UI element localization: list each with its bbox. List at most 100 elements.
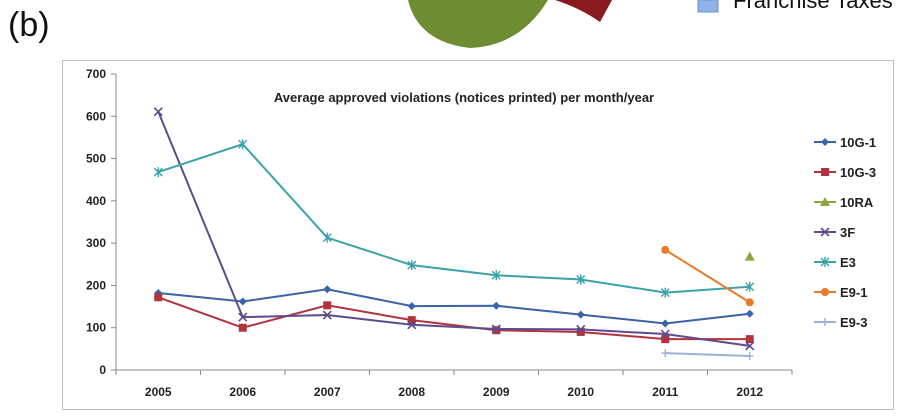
data-point xyxy=(576,327,585,336)
legend-label: E9-3 xyxy=(840,315,867,330)
legend-item-10ra: 10RA xyxy=(814,195,874,210)
y-tick-label: 200 xyxy=(86,278,106,292)
data-point xyxy=(821,138,829,146)
x-tick-label: 2011 xyxy=(652,385,678,399)
data-point xyxy=(661,245,670,254)
y-tick-label: 700 xyxy=(86,67,106,81)
data-point xyxy=(576,274,586,285)
panel-label: (b) xyxy=(8,6,50,44)
data-point xyxy=(154,293,163,302)
series-10ra xyxy=(744,251,755,261)
series-e9-3 xyxy=(661,349,754,361)
legend-item-10g-1: 10G-1 xyxy=(814,135,876,150)
chart-title: Average approved violations (notices pri… xyxy=(274,90,654,105)
legend-item-e9-3: E9-3 xyxy=(814,315,867,330)
x-tick-label: 2006 xyxy=(229,385,256,399)
x-tick-label: 2008 xyxy=(398,385,425,399)
line-chart: 0 100 200 300 400 500 600 700 2005 2006 2007 2008 20… xyxy=(62,60,894,410)
legend-label: 10RA xyxy=(840,195,874,210)
data-point xyxy=(323,285,332,294)
data-point xyxy=(323,301,332,310)
series-e9-1 xyxy=(661,245,754,307)
chart-svg: 0 100 200 300 400 500 600 700 2005 2006 2007 2008 20… xyxy=(62,60,894,410)
legend-item-e3: E3 xyxy=(814,255,856,270)
data-point xyxy=(820,227,830,237)
data-point xyxy=(820,257,830,267)
data-point xyxy=(153,167,163,178)
y-tick-label: 0 xyxy=(99,363,106,377)
series-line xyxy=(157,296,750,341)
x-tick-label: 2012 xyxy=(736,385,763,399)
data-point xyxy=(661,349,670,358)
y-tick-label: 100 xyxy=(86,321,106,335)
series-3f xyxy=(153,107,755,351)
series-line xyxy=(157,111,750,347)
data-point xyxy=(821,318,829,326)
legend-label: E9-1 xyxy=(840,285,867,300)
data-point xyxy=(661,319,670,328)
top-fragment: Franchise Taxes xyxy=(0,0,898,50)
series-line xyxy=(158,288,750,325)
data-point xyxy=(238,312,248,322)
series-e3 xyxy=(153,139,755,298)
data-point xyxy=(820,197,830,206)
data-point xyxy=(407,320,417,330)
series-line xyxy=(157,143,750,294)
data-point xyxy=(576,324,586,334)
legend-label: 10G-1 xyxy=(840,135,876,150)
y-tick-label: 300 xyxy=(86,236,106,250)
data-point xyxy=(407,316,416,325)
data-point xyxy=(322,232,332,243)
cropped-pie-fragment xyxy=(408,0,719,48)
data-point xyxy=(821,168,829,176)
data-point xyxy=(745,352,754,361)
pie-slice-green xyxy=(408,0,548,48)
y-tick-label: 400 xyxy=(86,194,106,208)
data-point xyxy=(660,287,670,298)
legend-label: 3F xyxy=(840,225,855,240)
data-point xyxy=(492,301,501,310)
data-point xyxy=(491,324,501,334)
data-point xyxy=(407,260,417,271)
data-point xyxy=(745,335,754,344)
data-point xyxy=(407,302,416,311)
data-point xyxy=(660,329,670,339)
legend-item-e9-1: E9-1 xyxy=(814,285,867,300)
y-tick-label: 500 xyxy=(86,152,106,166)
legend: 10G-1 10G-3 10RA 3F E3 E9-1 E9-3 xyxy=(814,135,876,330)
data-point xyxy=(238,139,248,150)
data-point xyxy=(821,288,829,296)
legend-label: 10G-3 xyxy=(840,165,876,180)
data-point xyxy=(744,251,755,261)
series-10g-1 xyxy=(154,285,754,328)
data-point xyxy=(576,310,585,319)
data-point xyxy=(322,310,332,320)
legend-item-10g-3: 10G-3 xyxy=(814,165,876,180)
x-tick-label: 2010 xyxy=(567,385,594,399)
y-tick-label: 600 xyxy=(86,109,106,123)
data-point xyxy=(492,326,501,335)
x-tick-label: 2009 xyxy=(483,385,510,399)
series-10g-3 xyxy=(154,293,754,344)
series-line xyxy=(665,352,750,358)
data-point xyxy=(745,309,754,318)
data-point xyxy=(153,107,163,117)
legend-swatch-franchise-taxes xyxy=(697,0,719,13)
data-point xyxy=(661,335,670,344)
pie-slice-red xyxy=(555,0,612,22)
x-tick-label: 2005 xyxy=(145,385,172,399)
legend-label: E3 xyxy=(840,255,856,270)
data-point xyxy=(491,270,501,281)
legend-label-franchise-taxes: Franchise Taxes xyxy=(733,0,893,13)
data-point xyxy=(745,281,755,292)
data-point xyxy=(745,298,754,307)
data-point xyxy=(745,341,755,351)
axes-layer: 0 100 200 300 400 500 600 700 2005 2006 2007 2008 20… xyxy=(86,67,793,399)
legend-item-3f: 3F xyxy=(814,225,855,240)
data-point xyxy=(238,323,247,332)
series-line xyxy=(664,249,751,304)
chart-border xyxy=(62,60,894,410)
series-layer xyxy=(153,107,755,361)
x-tick-label: 2007 xyxy=(314,385,341,399)
data-point xyxy=(238,297,247,306)
